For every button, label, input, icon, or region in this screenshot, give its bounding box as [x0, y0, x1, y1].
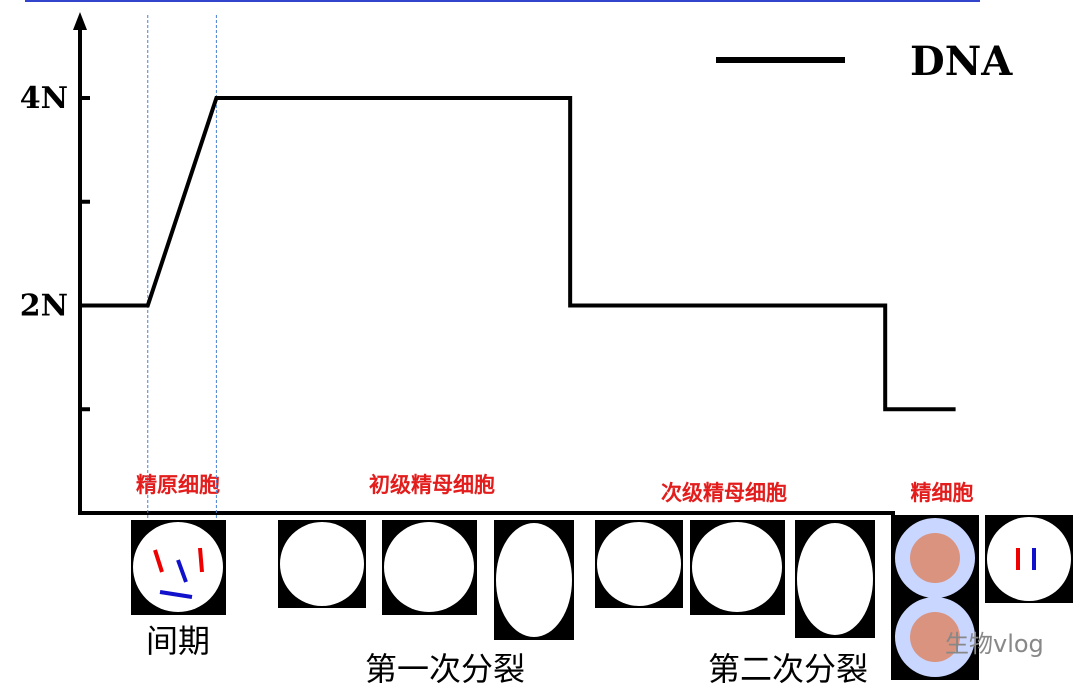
legend-label: DNA [910, 38, 1013, 85]
watermark: 生物vlog [945, 630, 1044, 658]
phase-label: 间期 [146, 622, 210, 660]
stage-label: 精原细胞 [136, 473, 220, 497]
y-tick-label: 2N [20, 289, 68, 324]
phase-label: 第一次分裂 [365, 650, 525, 688]
stage-label: 次级精母细胞 [661, 481, 787, 505]
cell-images [131, 515, 1073, 680]
stage-label: 精细胞 [911, 481, 974, 505]
phase-label: 第二次分裂 [708, 650, 868, 688]
data-line [80, 96, 956, 412]
y-arrow [73, 12, 87, 30]
stage-label: 初级精母细胞 [369, 473, 495, 497]
y-tick-label: 4N [20, 81, 68, 116]
